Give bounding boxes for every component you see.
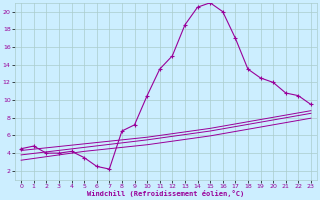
X-axis label: Windchill (Refroidissement éolien,°C): Windchill (Refroidissement éolien,°C)	[87, 190, 245, 197]
